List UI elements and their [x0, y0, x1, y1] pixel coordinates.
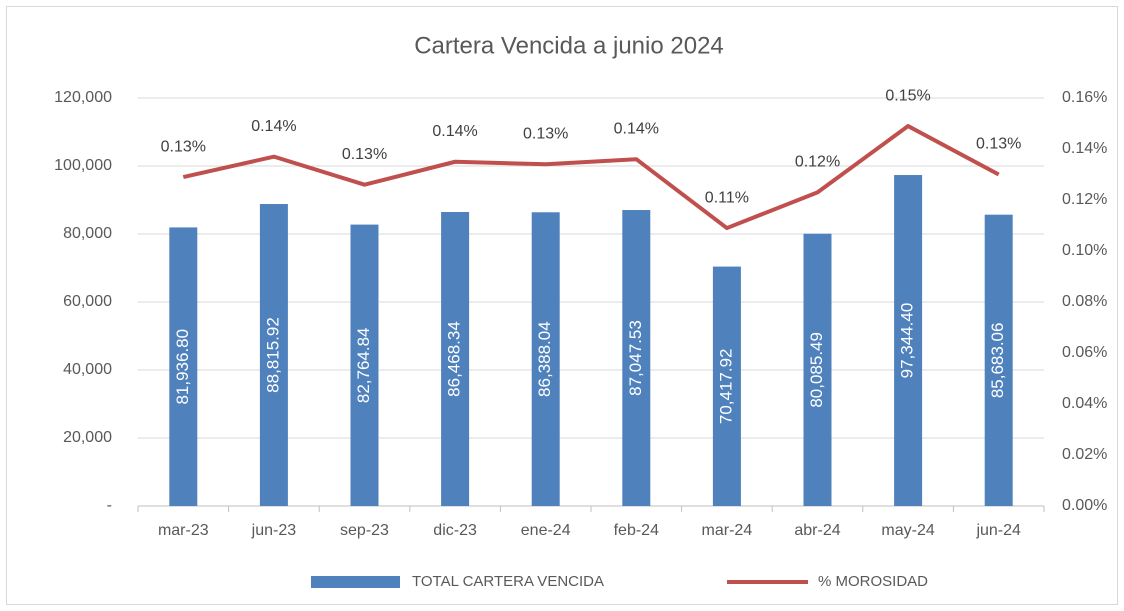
bar-value-label: 86,468.34	[445, 321, 464, 397]
bar-value-label: 88,815.92	[263, 317, 282, 393]
x-tick-label: feb-24	[614, 522, 659, 539]
line-value-label: 0.11%	[705, 189, 749, 206]
x-tick-label: sep-23	[340, 522, 389, 539]
chart-title: Cartera Vencida a junio 2024	[414, 32, 724, 59]
bar-value-label: 70,417.92	[716, 348, 735, 424]
bar	[622, 210, 651, 506]
y-tick-label: 40,000	[63, 361, 112, 378]
line-value-label: 0.13%	[161, 138, 206, 155]
bar-value-label: 82,764.84	[354, 327, 373, 403]
line-value-label: 0.15%	[885, 87, 930, 104]
legend-label: TOTAL CARTERA VENCIDA	[412, 573, 604, 590]
bar	[441, 212, 470, 507]
y2-tick-label: 0.14%	[1062, 140, 1107, 157]
bar-value-label: 97,344.40	[898, 303, 917, 379]
bar	[169, 227, 198, 506]
y2-tick-label: 0.02%	[1062, 446, 1107, 463]
y2-tick-label: 0.12%	[1062, 191, 1107, 208]
x-tick-label: jun-23	[251, 522, 297, 539]
line-value-label: 0.14%	[251, 118, 296, 135]
bar	[894, 175, 923, 506]
legend-label: % MOROSIDAD	[818, 573, 928, 590]
x-tick-label: mar-23	[158, 522, 209, 539]
y2-tick-label: 0.06%	[1062, 344, 1107, 361]
y2-tick-label: 0.00%	[1062, 497, 1107, 514]
y2-tick-label: 0.16%	[1062, 89, 1107, 106]
x-tick-label: dic-23	[433, 522, 477, 539]
bar	[803, 233, 832, 506]
bar-value-label: 87,047.53	[626, 320, 645, 396]
line-value-label: 0.13%	[523, 126, 568, 143]
bar	[984, 214, 1013, 506]
y2-tick-label: 0.10%	[1062, 242, 1107, 259]
x-tick-label: mar-24	[702, 522, 753, 539]
y2-tick-label: 0.08%	[1062, 293, 1107, 310]
y-tick-label: 60,000	[63, 293, 112, 310]
bar	[531, 212, 560, 506]
y-tick-label: 20,000	[63, 429, 112, 446]
y-tick-label: 100,000	[54, 157, 112, 174]
y-tick-label: 80,000	[63, 225, 112, 242]
y2-tick-label: 0.04%	[1062, 395, 1107, 412]
bar	[712, 266, 741, 506]
x-tick-label: may-24	[881, 522, 934, 539]
bar-value-label: 85,683.06	[988, 323, 1007, 399]
x-tick-label: jun-24	[975, 522, 1021, 539]
bar-value-label: 80,085.49	[807, 332, 826, 408]
line-value-label: 0.14%	[614, 120, 659, 137]
legend-swatch	[311, 576, 400, 588]
x-tick-label: ene-24	[521, 522, 571, 539]
line	[182, 124, 1000, 231]
bar	[350, 224, 379, 506]
bar-value-label: 81,936.80	[173, 329, 192, 405]
x-tick-label: abr-24	[794, 522, 840, 539]
bar	[259, 204, 288, 506]
y-tick-label: -	[107, 497, 112, 514]
line-value-label: 0.13%	[976, 136, 1021, 153]
line-value-label: 0.12%	[795, 154, 840, 171]
y-tick-label: 120,000	[54, 89, 112, 106]
bar-value-label: 86,388.04	[535, 321, 554, 397]
line-value-label: 0.13%	[342, 146, 387, 163]
line-value-label: 0.14%	[432, 123, 477, 140]
